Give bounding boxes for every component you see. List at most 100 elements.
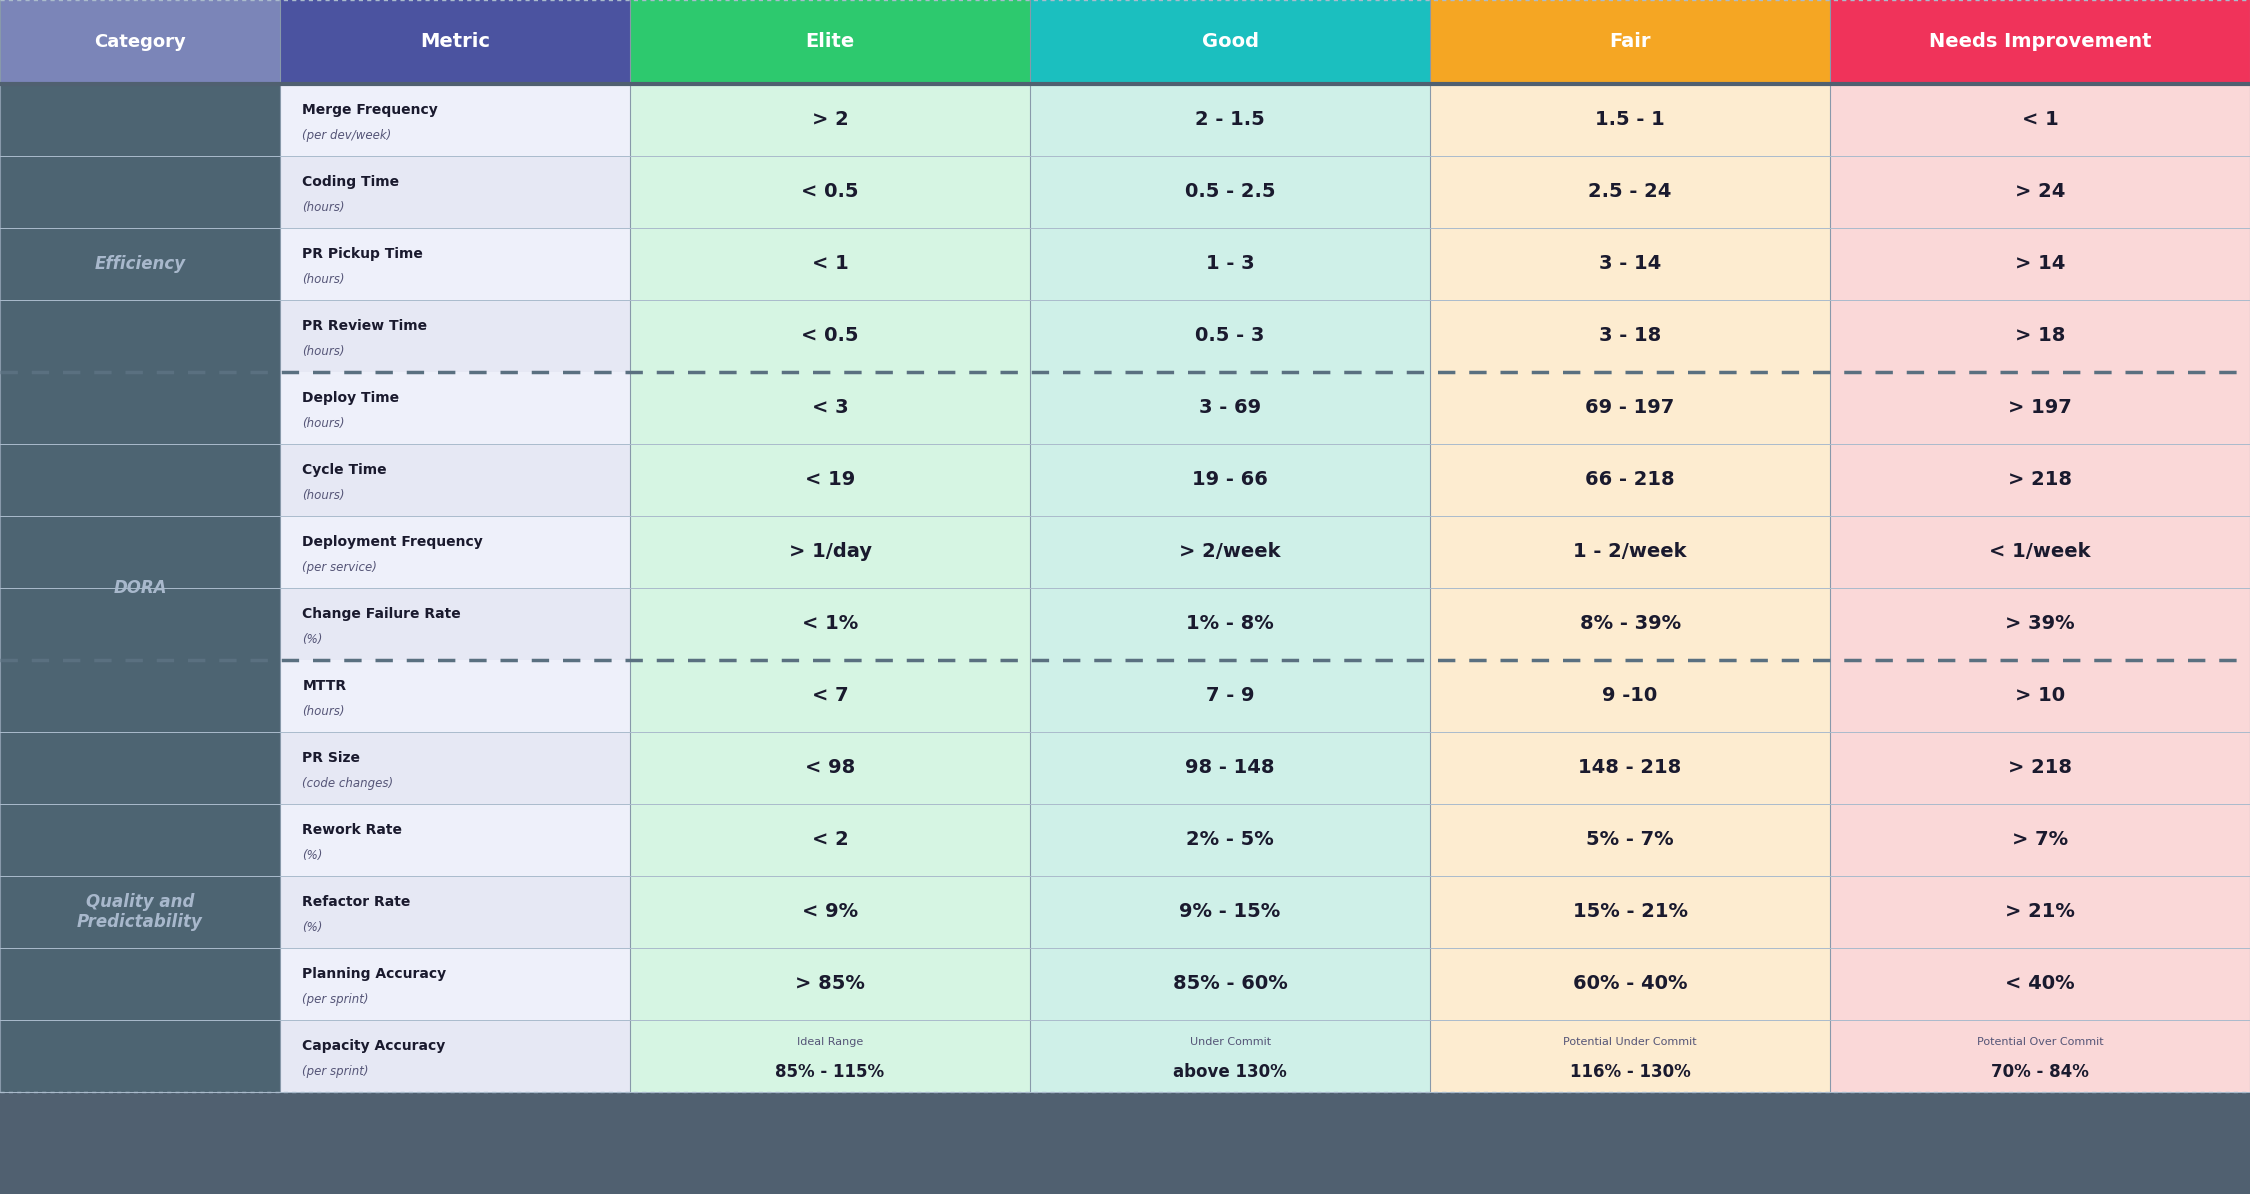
Bar bbox=[1829, 1020, 2250, 1093]
Bar bbox=[630, 1020, 1030, 1093]
Bar bbox=[279, 300, 630, 373]
Text: < 40%: < 40% bbox=[2005, 974, 2074, 993]
Text: (%): (%) bbox=[302, 633, 322, 646]
Bar bbox=[279, 732, 630, 804]
Bar bbox=[0, 516, 279, 587]
Bar bbox=[630, 804, 1030, 876]
Bar bbox=[1829, 300, 2250, 373]
Text: Rework Rate: Rework Rate bbox=[302, 823, 403, 837]
Bar bbox=[279, 0, 630, 84]
Text: Merge Frequency: Merge Frequency bbox=[302, 103, 439, 117]
Text: Deployment Frequency: Deployment Frequency bbox=[302, 535, 484, 549]
Bar bbox=[1829, 516, 2250, 587]
Text: Efficiency: Efficiency bbox=[94, 256, 184, 273]
Text: (per sprint): (per sprint) bbox=[302, 1065, 369, 1078]
Bar bbox=[0, 587, 279, 660]
Text: > 39%: > 39% bbox=[2005, 615, 2074, 634]
Text: Change Failure Rate: Change Failure Rate bbox=[302, 607, 461, 621]
Text: < 2: < 2 bbox=[812, 830, 848, 849]
Bar bbox=[1431, 516, 1829, 587]
Bar bbox=[1431, 0, 1829, 84]
Bar bbox=[1829, 156, 2250, 228]
Text: (per sprint): (per sprint) bbox=[302, 993, 369, 1007]
Text: 85% - 115%: 85% - 115% bbox=[776, 1063, 884, 1081]
Text: 19 - 66: 19 - 66 bbox=[1192, 470, 1269, 490]
Bar bbox=[630, 876, 1030, 948]
Text: < 1/week: < 1/week bbox=[1989, 542, 2090, 561]
Text: 2% - 5%: 2% - 5% bbox=[1186, 830, 1273, 849]
Bar bbox=[1030, 876, 1431, 948]
Bar bbox=[1030, 156, 1431, 228]
Text: < 7: < 7 bbox=[812, 687, 848, 706]
Bar bbox=[630, 156, 1030, 228]
Bar bbox=[1030, 660, 1431, 732]
Bar bbox=[1829, 0, 2250, 84]
Text: Potential Over Commit: Potential Over Commit bbox=[1978, 1036, 2104, 1046]
Bar bbox=[279, 228, 630, 300]
Bar bbox=[279, 444, 630, 516]
Bar bbox=[1030, 1020, 1431, 1093]
Text: Ideal Range: Ideal Range bbox=[796, 1036, 864, 1046]
Text: < 1: < 1 bbox=[812, 254, 848, 273]
Text: Needs Improvement: Needs Improvement bbox=[1928, 32, 2151, 51]
Text: 0.5 - 3: 0.5 - 3 bbox=[1195, 326, 1264, 345]
Text: Metric: Metric bbox=[421, 32, 490, 51]
Bar bbox=[1431, 84, 1829, 156]
Text: < 0.5: < 0.5 bbox=[801, 326, 860, 345]
Bar bbox=[279, 876, 630, 948]
Bar bbox=[1829, 228, 2250, 300]
Bar bbox=[630, 444, 1030, 516]
Bar bbox=[0, 84, 279, 156]
Text: 9% - 15%: 9% - 15% bbox=[1179, 903, 1280, 922]
Text: 70% - 84%: 70% - 84% bbox=[1991, 1063, 2088, 1081]
Text: (%): (%) bbox=[302, 922, 322, 934]
Bar bbox=[279, 373, 630, 444]
Bar bbox=[1829, 732, 2250, 804]
Text: above 130%: above 130% bbox=[1172, 1063, 1287, 1081]
Text: Category: Category bbox=[94, 33, 187, 51]
Text: > 14: > 14 bbox=[2016, 254, 2066, 273]
Bar bbox=[1431, 444, 1829, 516]
Bar bbox=[630, 948, 1030, 1020]
Text: (hours): (hours) bbox=[302, 345, 344, 358]
Text: Good: Good bbox=[1202, 32, 1258, 51]
Text: DORA: DORA bbox=[112, 579, 166, 597]
Bar bbox=[0, 876, 279, 948]
Text: Cycle Time: Cycle Time bbox=[302, 463, 387, 476]
Text: 98 - 148: 98 - 148 bbox=[1186, 758, 1276, 777]
Bar bbox=[1431, 156, 1829, 228]
Text: > 18: > 18 bbox=[2016, 326, 2066, 345]
Bar bbox=[1829, 876, 2250, 948]
Text: (hours): (hours) bbox=[302, 273, 344, 287]
Text: Quality and
Predictability: Quality and Predictability bbox=[76, 893, 202, 931]
Text: 148 - 218: 148 - 218 bbox=[1580, 758, 1681, 777]
Text: Deploy Time: Deploy Time bbox=[302, 390, 400, 405]
Bar bbox=[279, 516, 630, 587]
Bar bbox=[279, 84, 630, 156]
Text: > 21%: > 21% bbox=[2005, 903, 2074, 922]
Text: 8% - 39%: 8% - 39% bbox=[1580, 615, 1681, 634]
Bar bbox=[1431, 373, 1829, 444]
Bar bbox=[0, 228, 279, 300]
Bar bbox=[1030, 84, 1431, 156]
Text: Refactor Rate: Refactor Rate bbox=[302, 894, 412, 909]
Bar bbox=[1431, 587, 1829, 660]
Text: (hours): (hours) bbox=[302, 490, 344, 503]
Bar bbox=[1431, 948, 1829, 1020]
Text: 3 - 14: 3 - 14 bbox=[1600, 254, 1660, 273]
Text: < 9%: < 9% bbox=[801, 903, 857, 922]
Text: 3 - 69: 3 - 69 bbox=[1199, 399, 1262, 418]
Bar bbox=[0, 156, 279, 228]
Bar bbox=[0, 0, 279, 84]
Text: (hours): (hours) bbox=[302, 417, 344, 430]
Text: > 197: > 197 bbox=[2009, 399, 2072, 418]
Text: 116% - 130%: 116% - 130% bbox=[1570, 1063, 1690, 1081]
Text: (hours): (hours) bbox=[302, 202, 344, 214]
Text: PR Review Time: PR Review Time bbox=[302, 319, 428, 333]
Text: 1% - 8%: 1% - 8% bbox=[1186, 615, 1273, 634]
Text: (hours): (hours) bbox=[302, 706, 344, 719]
Text: < 3: < 3 bbox=[812, 399, 848, 418]
Bar bbox=[279, 1020, 630, 1093]
Text: > 10: > 10 bbox=[2016, 687, 2066, 706]
Text: 0.5 - 2.5: 0.5 - 2.5 bbox=[1186, 183, 1276, 202]
